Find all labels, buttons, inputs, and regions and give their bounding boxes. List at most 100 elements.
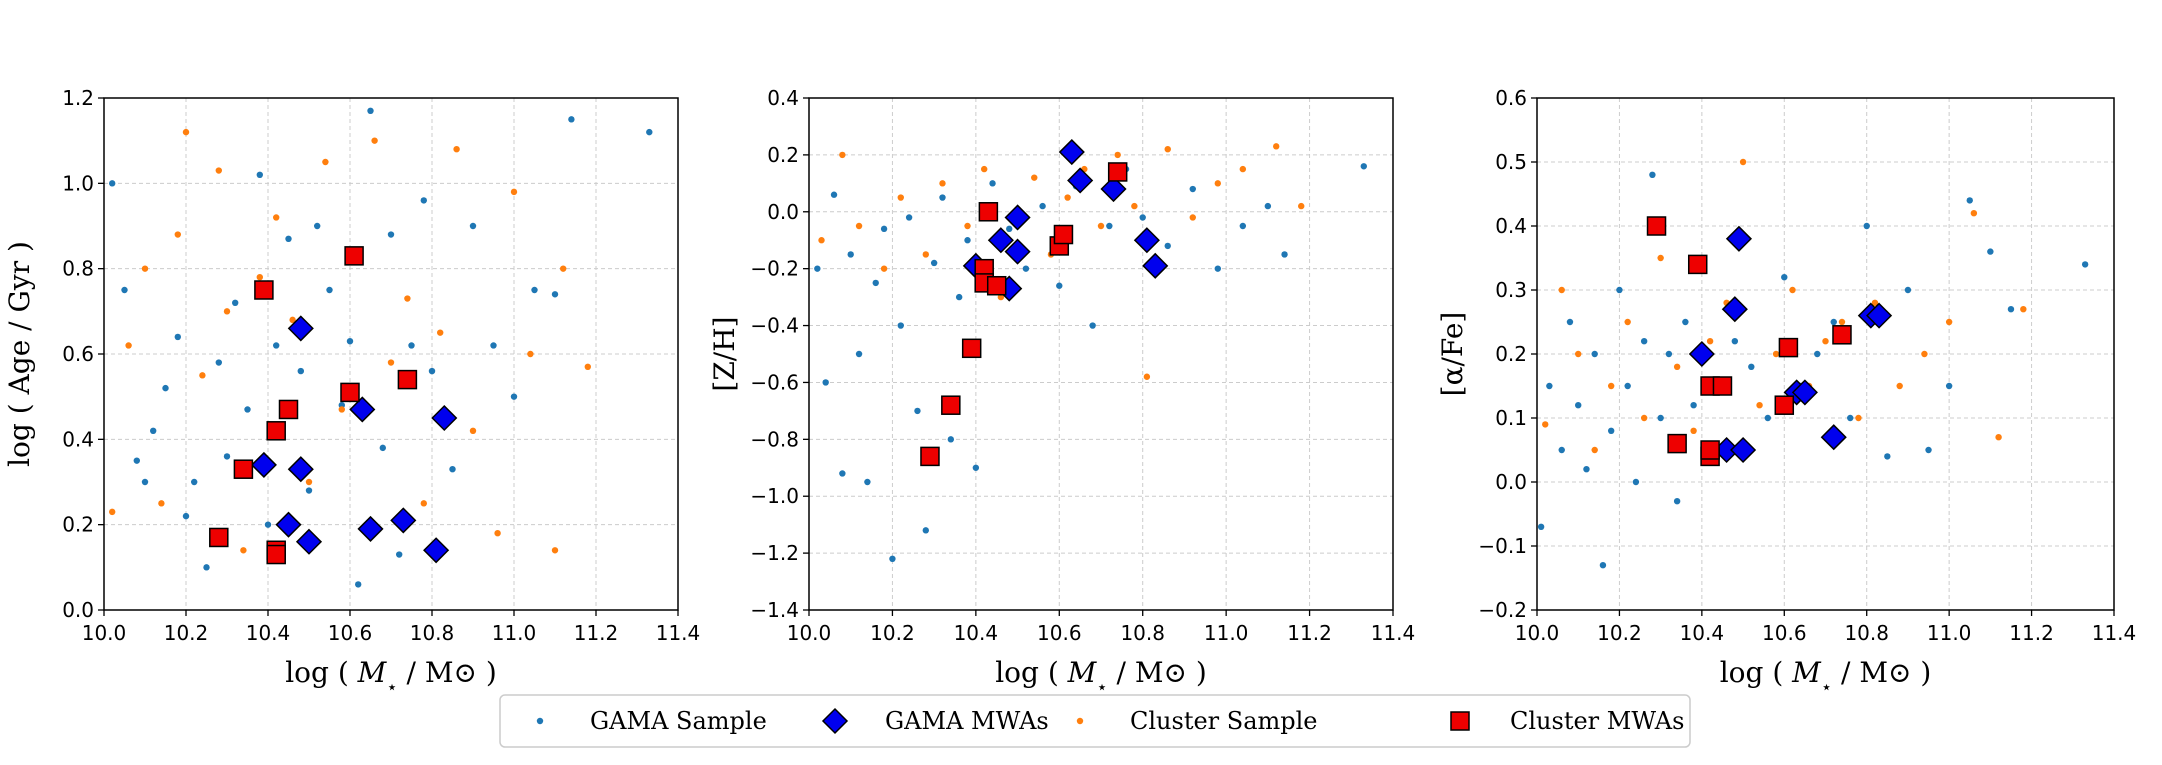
series-cluster-mwas	[920, 162, 1128, 467]
x-axis-label: log ( M⋆ / M⊙ )	[1720, 656, 1932, 698]
square-marker	[397, 369, 418, 390]
y-tick-label: 0.3	[1495, 278, 1527, 302]
data-point	[1739, 158, 1747, 166]
x-tick-label: 11.2	[574, 621, 619, 645]
x-tick-label: 10.8	[1120, 621, 1165, 645]
data-point	[1139, 214, 1146, 221]
data-point	[404, 295, 411, 302]
data-point	[839, 151, 846, 159]
square-marker	[1774, 395, 1795, 415]
y-tick-label: 1.0	[62, 171, 94, 195]
data-point	[1039, 202, 1046, 210]
data-point	[1838, 318, 1846, 326]
diamond-marker	[1721, 296, 1748, 323]
diamond-marker	[1100, 175, 1127, 203]
legend-label: Cluster Sample	[1130, 707, 1318, 735]
data-point	[1022, 265, 1030, 272]
diamond-marker	[275, 511, 302, 538]
x-tick-label: 10.6	[1037, 621, 1082, 645]
axes-frame	[1536, 97, 2115, 611]
data-point	[818, 237, 825, 244]
data-point	[494, 530, 501, 537]
data-point	[1097, 222, 1105, 230]
data-point	[1575, 350, 1582, 358]
data-point	[469, 427, 477, 434]
data-point	[379, 444, 386, 452]
data-point	[141, 265, 149, 272]
data-point	[1591, 446, 1598, 454]
data-point	[855, 350, 863, 358]
data-point	[428, 367, 436, 375]
data-point	[174, 231, 181, 238]
data-point	[1640, 338, 1648, 345]
x-tick-label: 10.0	[787, 621, 832, 645]
data-point	[314, 222, 321, 230]
data-point	[449, 466, 456, 473]
data-point	[1239, 222, 1247, 230]
data-point	[1640, 414, 1648, 422]
data-point	[1143, 373, 1151, 380]
diamond-marker	[1866, 302, 1893, 329]
data-point	[1006, 225, 1013, 233]
y-axis-label: log ( Age / Gyr )	[3, 241, 36, 467]
x-tick-label: 10.2	[164, 621, 209, 645]
data-point	[256, 274, 263, 281]
y-tick-label: 0.8	[62, 257, 94, 281]
data-point	[1945, 382, 1953, 390]
series-cluster-sample	[818, 143, 1305, 380]
data-point	[355, 581, 362, 588]
square-marker	[1053, 224, 1074, 245]
data-point	[215, 359, 222, 366]
data-point	[158, 500, 165, 507]
square-marker	[266, 421, 286, 441]
diamond-marker	[431, 404, 458, 432]
y-tick-label: 1.2	[62, 86, 94, 110]
x-axis-label: log ( M⋆ / M⊙ )	[285, 656, 497, 698]
data-point	[939, 194, 946, 201]
data-point	[387, 359, 395, 366]
data-point	[822, 379, 829, 386]
legend-entry: Cluster Sample	[1076, 707, 1318, 735]
diamond-marker	[1820, 424, 1847, 451]
y-tick-label: −1.0	[750, 484, 799, 508]
data-point	[244, 406, 251, 413]
data-point	[1764, 414, 1772, 422]
data-point	[203, 564, 210, 571]
data-point	[1855, 414, 1862, 422]
data-point	[1106, 222, 1113, 230]
x-tick-label: 10.8	[1844, 621, 1889, 645]
legend-diamond-marker	[821, 707, 849, 735]
data-point	[453, 146, 460, 153]
y-tick-label: 0.0	[62, 598, 94, 622]
data-point	[560, 265, 567, 272]
data-point	[880, 225, 888, 233]
y-tick-label: −0.2	[750, 257, 799, 281]
data-point	[972, 464, 980, 471]
diamond-marker	[1004, 238, 1031, 265]
data-point	[1673, 498, 1681, 505]
square-marker	[1667, 433, 1687, 454]
y-tick-label: 0.6	[62, 342, 94, 366]
legend-label: Cluster MWAs	[1510, 707, 1684, 735]
square-marker	[961, 338, 982, 359]
data-point	[1546, 382, 1553, 390]
data-point	[1649, 171, 1656, 178]
data-point	[1056, 282, 1063, 289]
square-marker	[278, 399, 299, 420]
legend-entry: GAMA Sample	[536, 707, 767, 735]
data-point	[387, 231, 395, 238]
data-point	[322, 158, 329, 166]
data-point	[109, 508, 116, 516]
data-point	[1863, 222, 1870, 230]
data-point	[1925, 446, 1932, 454]
data-point	[1558, 446, 1565, 454]
data-point	[121, 286, 128, 294]
y-tick-label: −0.2	[1478, 598, 1527, 622]
data-point	[1748, 363, 1755, 370]
axes-frame	[808, 97, 1394, 611]
data-point	[964, 222, 971, 230]
data-point	[437, 329, 444, 336]
data-point	[1945, 318, 1953, 326]
data-point	[2081, 261, 2089, 268]
